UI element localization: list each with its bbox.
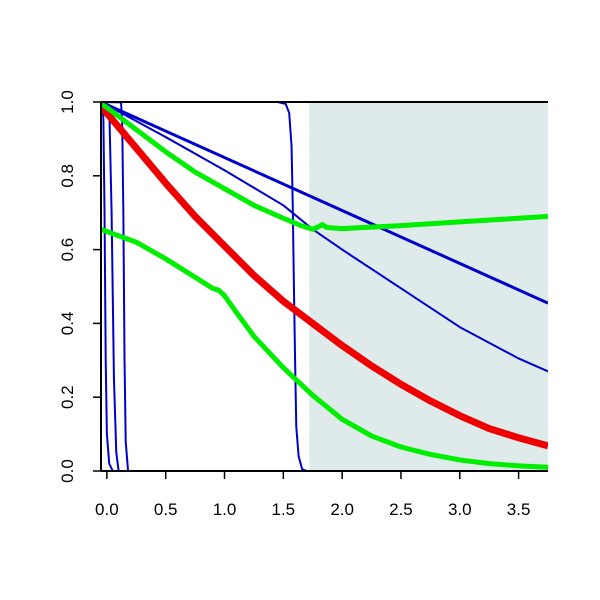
series-group xyxy=(101,102,548,471)
series-line-6 xyxy=(101,102,548,373)
series-line-1 xyxy=(101,102,548,471)
y-tick-label: 0.2 xyxy=(58,385,77,409)
series-line-3 xyxy=(101,102,548,471)
x-tick-label: 1.0 xyxy=(213,500,237,519)
series-line-4 xyxy=(101,102,548,471)
series-line-8 xyxy=(101,102,548,232)
y-tick-label: 0.6 xyxy=(58,238,77,262)
x-tick-label: 1.5 xyxy=(272,500,296,519)
y-tick-label: 0.0 xyxy=(58,459,77,483)
y-tick-label: 1.0 xyxy=(58,90,77,114)
x-tick-label: 3.5 xyxy=(507,500,531,519)
y-tick-label: 0.8 xyxy=(58,164,77,188)
x-tick-label: 0.0 xyxy=(95,500,119,519)
x-tick-label: 2.5 xyxy=(389,500,413,519)
plot-area: 0.0 0.5 1.0 1.5 2.0 2.5 3.0 3.5 0.0 0.2 0.4 0.6 0.8 1… xyxy=(58,90,548,519)
x-tick-label: 0.5 xyxy=(154,500,178,519)
series-line-5 xyxy=(101,102,548,305)
series-line-7 xyxy=(101,104,548,450)
x-tick-label: 3.0 xyxy=(448,500,472,519)
x-tick-label: 2.0 xyxy=(330,500,354,519)
series-line-9 xyxy=(101,226,548,470)
y-tick-label: 0.4 xyxy=(58,312,77,336)
